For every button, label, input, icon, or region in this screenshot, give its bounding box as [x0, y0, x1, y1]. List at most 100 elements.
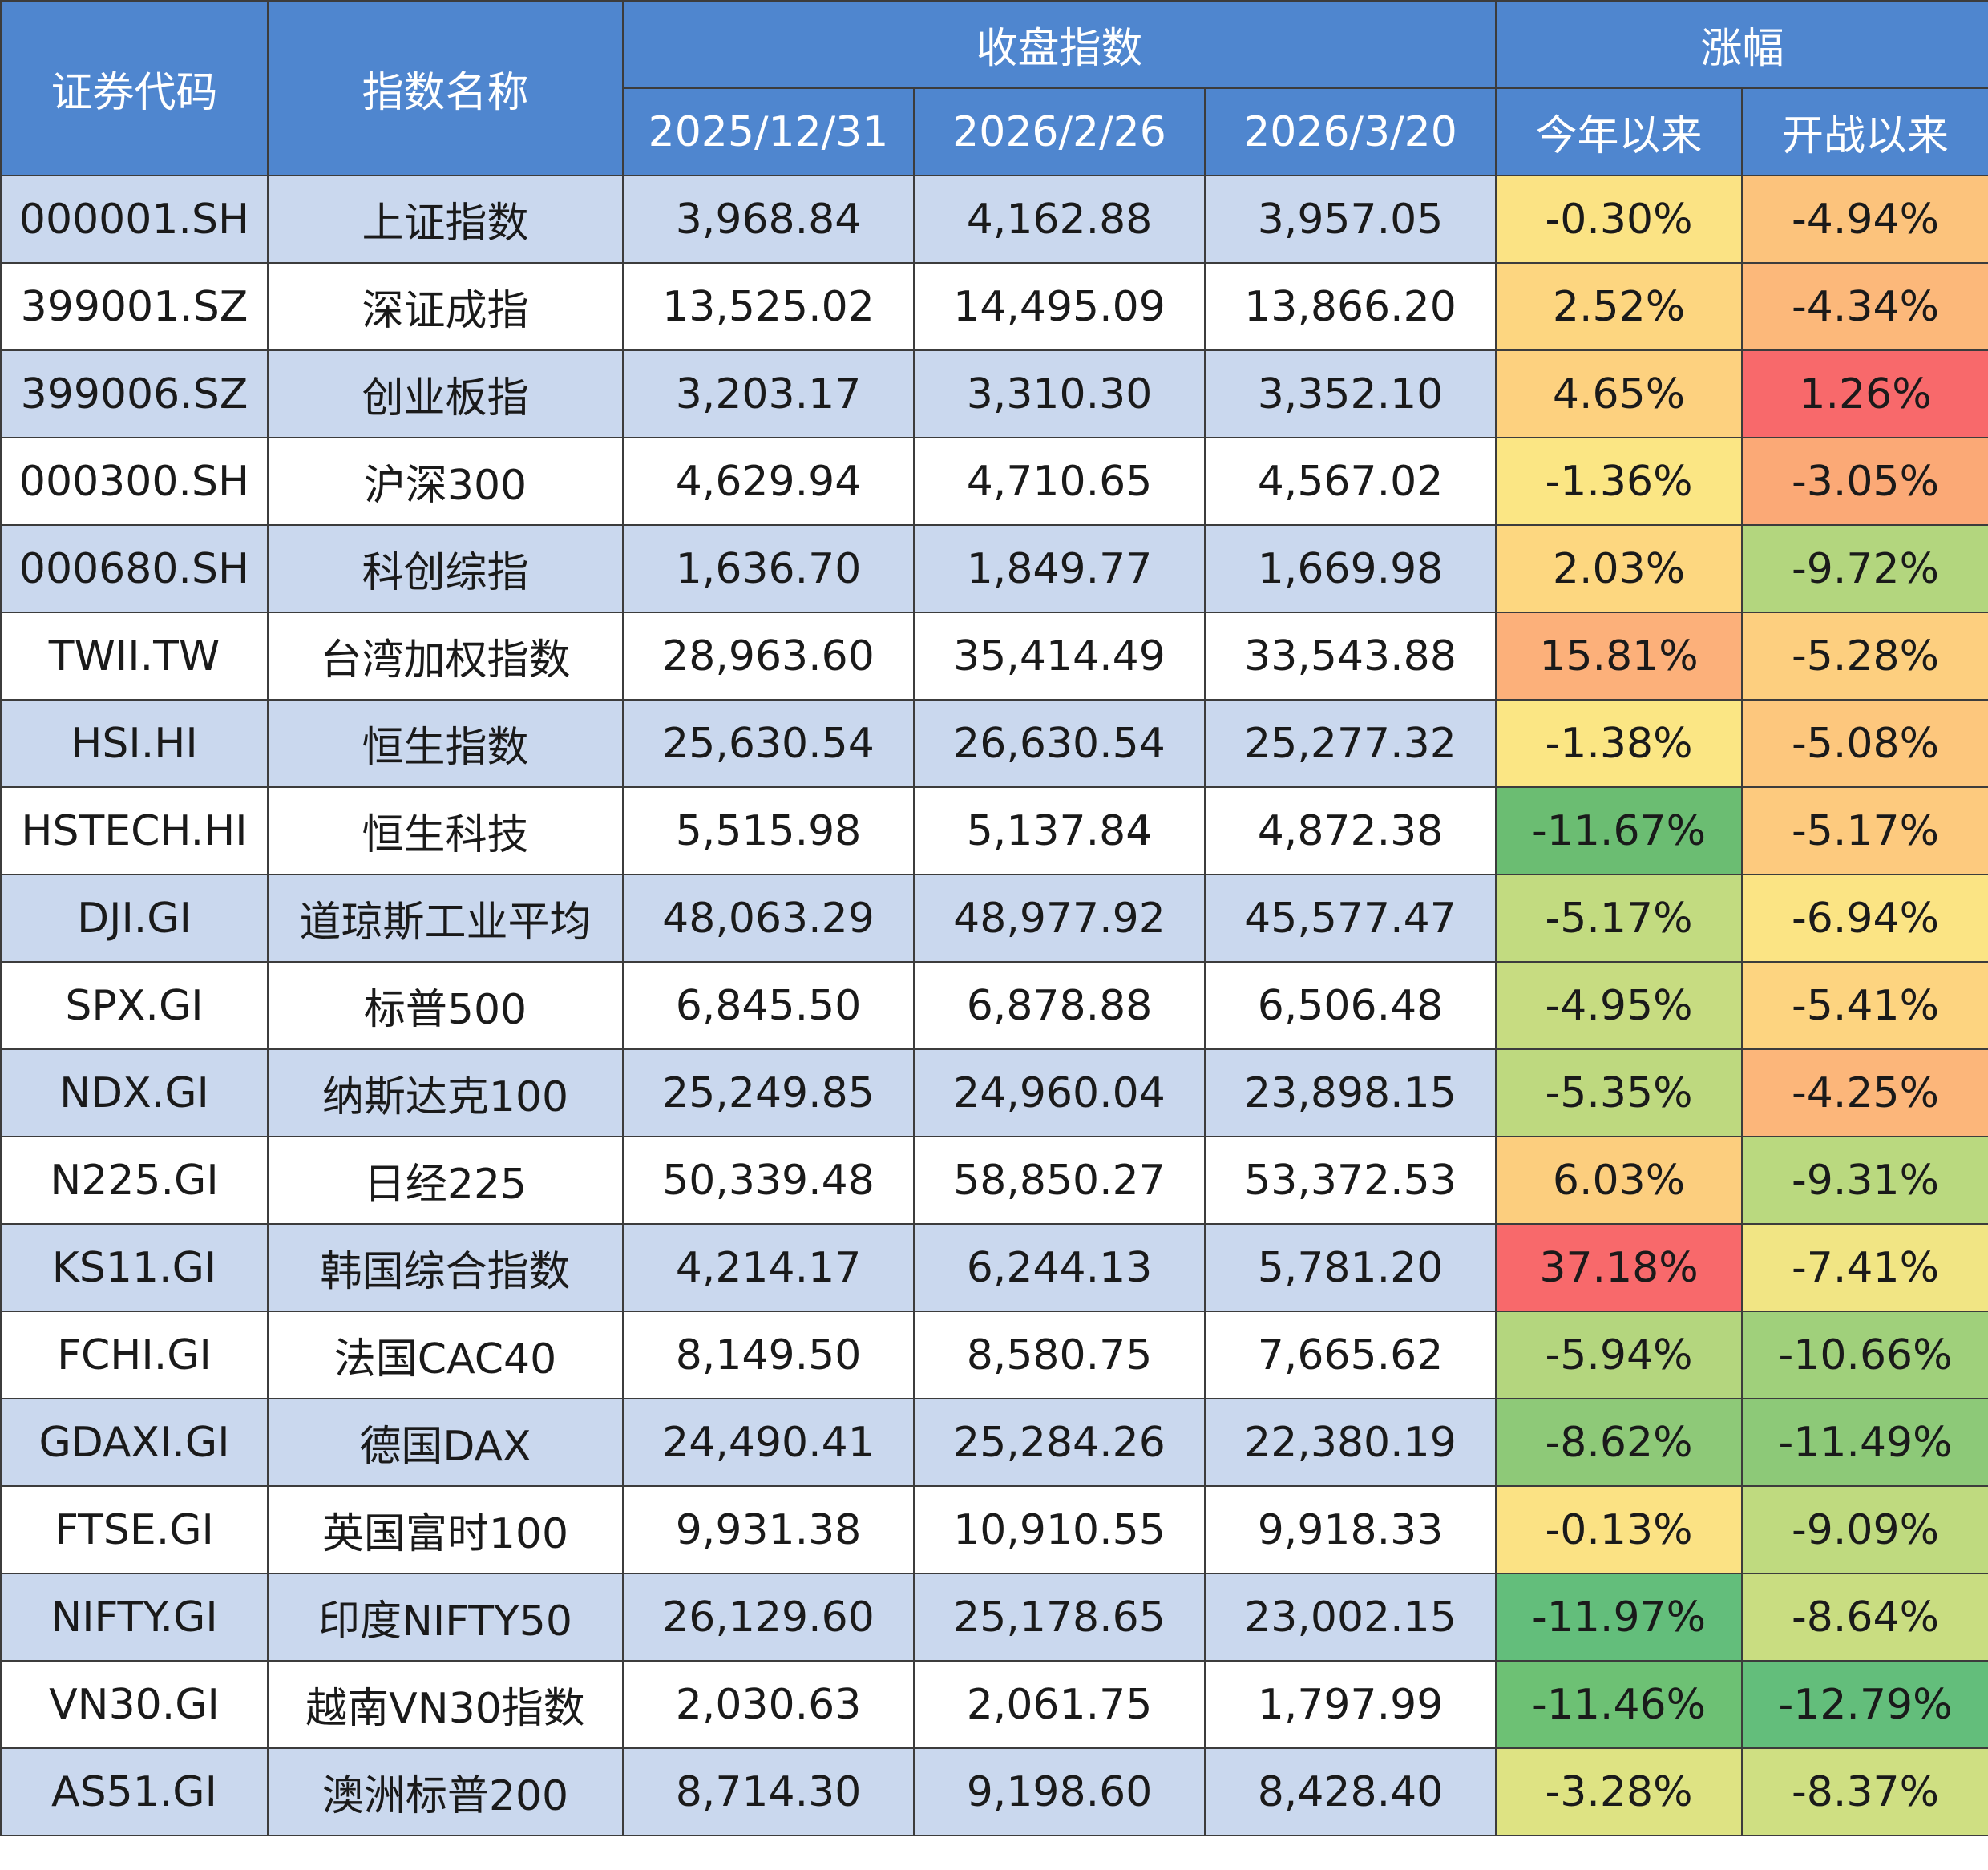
- cell-close-1: 28,963.60: [622, 612, 915, 701]
- cell-close-2: 3,310.30: [913, 349, 1206, 438]
- table-row: GDAXI.GI 德国DAX 24,490.41 25,284.26 22,380.19…: [0, 1398, 1988, 1487]
- cell-close-1: 6,845.50: [622, 961, 915, 1050]
- cell-close-1: 5,515.98: [622, 786, 915, 875]
- cell-close-2: 4,710.65: [913, 437, 1206, 526]
- cell-ytd: -5.17%: [1495, 874, 1744, 963]
- cell-ytd: 37.18%: [1495, 1223, 1744, 1312]
- cell-since-war: -11.49%: [1741, 1398, 1988, 1487]
- cell-close-3: 23,002.15: [1203, 1573, 1497, 1662]
- table-row: DJI.GI 道琼斯工业平均 48,063.29 48,977.92 45,577.47…: [0, 874, 1988, 963]
- cell-close-1: 25,630.54: [622, 699, 915, 788]
- header-date-3: 2026/3/20: [1203, 87, 1497, 176]
- cell-since-war: -5.41%: [1741, 961, 1988, 1050]
- cell-close-2: 48,977.92: [913, 874, 1206, 963]
- header-row-bottom: 2025/12/31 2026/2/26 2026/3/20 今年以来 开战以来: [1, 87, 1988, 176]
- cell-since-war: -7.41%: [1741, 1223, 1988, 1312]
- cell-since-war: -9.72%: [1741, 524, 1988, 613]
- cell-since-war: -6.94%: [1741, 874, 1988, 963]
- cell-name: 澳洲标普200: [267, 1747, 624, 1836]
- table-row: 000300.SH 沪深300 4,629.94 4,710.65 4,567.02 -1…: [0, 437, 1988, 526]
- cell-ytd: 2.52%: [1495, 262, 1744, 351]
- cell-name: 英国富时100: [267, 1485, 624, 1574]
- cell-name: 沪深300: [267, 437, 624, 526]
- cell-close-2: 14,495.09: [913, 262, 1206, 351]
- cell-code: DJI.GI: [0, 874, 269, 963]
- cell-close-1: 26,129.60: [622, 1573, 915, 1662]
- cell-name: 法国CAC40: [267, 1311, 624, 1399]
- cell-code: 000300.SH: [0, 437, 269, 526]
- cell-ytd: -3.28%: [1495, 1747, 1744, 1836]
- cell-ytd: -5.35%: [1495, 1048, 1744, 1137]
- header-name: 指数名称: [267, 0, 624, 176]
- cell-ytd: 6.03%: [1495, 1136, 1744, 1225]
- cell-close-3: 22,380.19: [1203, 1398, 1497, 1487]
- cell-close-3: 1,797.99: [1203, 1660, 1497, 1749]
- cell-name: 恒生科技: [267, 786, 624, 875]
- cell-close-2: 35,414.49: [913, 612, 1206, 701]
- cell-name: 深证成指: [267, 262, 624, 351]
- cell-since-war: 1.26%: [1741, 349, 1988, 438]
- cell-code: NDX.GI: [0, 1048, 269, 1137]
- cell-close-2: 2,061.75: [913, 1660, 1206, 1749]
- cell-ytd: -11.97%: [1495, 1573, 1744, 1662]
- cell-ytd: -8.62%: [1495, 1398, 1744, 1487]
- cell-code: HSI.HI: [0, 699, 269, 788]
- cell-close-1: 50,339.48: [622, 1136, 915, 1225]
- cell-code: KS11.GI: [0, 1223, 269, 1312]
- table-row: HSI.HI 恒生指数 25,630.54 26,630.54 25,277.32 -1.…: [0, 699, 1988, 788]
- cell-code: N225.GI: [0, 1136, 269, 1225]
- cell-close-3: 45,577.47: [1203, 874, 1497, 963]
- cell-ytd: -1.36%: [1495, 437, 1744, 526]
- cell-close-3: 4,872.38: [1203, 786, 1497, 875]
- cell-since-war: -5.08%: [1741, 699, 1988, 788]
- cell-since-war: -3.05%: [1741, 437, 1988, 526]
- cell-name: 纳斯达克100: [267, 1048, 624, 1137]
- cell-close-2: 4,162.88: [913, 175, 1206, 264]
- header-close-group: 收盘指数: [621, 0, 1497, 89]
- cell-name: 恒生指数: [267, 699, 624, 788]
- header-date-2: 2026/2/26: [913, 87, 1206, 176]
- cell-since-war: -8.64%: [1741, 1573, 1988, 1662]
- cell-close-3: 25,277.32: [1203, 699, 1497, 788]
- cell-close-3: 53,372.53: [1203, 1136, 1497, 1225]
- cell-close-3: 33,543.88: [1203, 612, 1497, 701]
- cell-since-war: -9.31%: [1741, 1136, 1988, 1225]
- table-row: HSTECH.HI 恒生科技 5,515.98 5,137.84 4,872.38 -11…: [0, 786, 1988, 875]
- cell-code: FTSE.GI: [0, 1485, 269, 1574]
- table-header: 证券代码 指数名称 收盘指数 涨幅 2025/12/31 2026/2/26 2…: [0, 0, 1988, 176]
- cell-code: 399006.SZ: [0, 349, 269, 438]
- cell-close-2: 1,849.77: [913, 524, 1206, 613]
- table-row: 399006.SZ 创业板指 3,203.17 3,310.30 3,352.10 4.6…: [0, 349, 1988, 438]
- table-row: 000001.SH 上证指数 3,968.84 4,162.88 3,957.05 -0.…: [0, 175, 1988, 264]
- cell-close-1: 3,203.17: [622, 349, 915, 438]
- cell-close-1: 3,968.84: [622, 175, 915, 264]
- cell-name: 德国DAX: [267, 1398, 624, 1487]
- table-row: FCHI.GI 法国CAC40 8,149.50 8,580.75 7,665.62 -5…: [0, 1311, 1988, 1399]
- cell-name: 日经225: [267, 1136, 624, 1225]
- cell-name: 道琼斯工业平均: [267, 874, 624, 963]
- cell-ytd: -11.67%: [1495, 786, 1744, 875]
- table-row: AS51.GI 澳洲标普200 8,714.30 9,198.60 8,428.40 -3…: [0, 1747, 1988, 1836]
- header-change-group: 涨幅: [1495, 0, 1988, 89]
- cell-ytd: -11.46%: [1495, 1660, 1744, 1749]
- cell-name: 上证指数: [267, 175, 624, 264]
- cell-close-1: 25,249.85: [622, 1048, 915, 1137]
- table-row: NIFTY.GI 印度NIFTY50 26,129.60 25,178.65 23,00…: [0, 1573, 1988, 1662]
- cell-since-war: -4.34%: [1741, 262, 1988, 351]
- cell-close-1: 24,490.41: [622, 1398, 915, 1487]
- cell-since-war: -9.09%: [1741, 1485, 1988, 1574]
- cell-name: 越南VN30指数: [267, 1660, 624, 1749]
- table-row: NDX.GI 纳斯达克100 25,249.85 24,960.04 23,898.15…: [0, 1048, 1988, 1137]
- cell-close-1: 4,629.94: [622, 437, 915, 526]
- cell-close-2: 8,580.75: [913, 1311, 1206, 1399]
- cell-code: 000001.SH: [0, 175, 269, 264]
- cell-code: NIFTY.GI: [0, 1573, 269, 1662]
- cell-close-3: 5,781.20: [1203, 1223, 1497, 1312]
- cell-close-2: 6,878.88: [913, 961, 1206, 1050]
- cell-close-1: 9,931.38: [622, 1485, 915, 1574]
- cell-close-3: 8,428.40: [1203, 1747, 1497, 1836]
- cell-close-3: 1,669.98: [1203, 524, 1497, 613]
- cell-close-2: 5,137.84: [913, 786, 1206, 875]
- cell-close-2: 58,850.27: [913, 1136, 1206, 1225]
